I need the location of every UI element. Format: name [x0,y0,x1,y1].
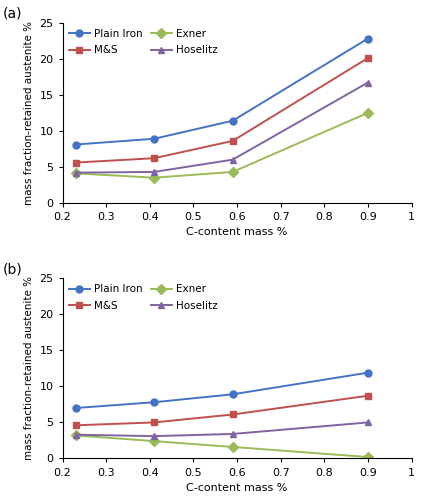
Line: M&S: M&S [72,392,371,429]
Line: Plain Iron: Plain Iron [72,369,371,412]
Exner [73,170,78,176]
Exner [73,432,78,438]
Plain Iron [365,36,371,42]
M&S [73,160,78,166]
Exner [151,174,157,180]
Line: Exner: Exner [72,432,371,460]
M&S [365,393,371,399]
Exner [230,444,235,450]
Plain Iron [73,405,78,411]
Plain Iron [230,118,235,124]
M&S [151,155,157,161]
Y-axis label: mass fraction-retained austenite %: mass fraction-retained austenite % [24,21,34,205]
M&S [365,55,371,61]
Hoselitz [73,170,78,175]
Line: Plain Iron: Plain Iron [72,35,371,148]
X-axis label: C-content mass %: C-content mass % [187,228,288,237]
Legend: Plain Iron, M&S, Exner, Hoselitz: Plain Iron, M&S, Exner, Hoselitz [66,26,221,58]
Hoselitz [365,80,371,86]
Exner [365,454,371,460]
Line: M&S: M&S [72,54,371,166]
Exner [151,438,157,444]
Text: (b): (b) [3,262,23,276]
Plain Iron [73,142,78,148]
M&S [230,138,235,144]
Line: Exner: Exner [72,110,371,181]
M&S [151,420,157,426]
Y-axis label: mass fraction-retained austenite %: mass fraction-retained austenite % [24,276,34,460]
Legend: Plain Iron, M&S, Exner, Hoselitz: Plain Iron, M&S, Exner, Hoselitz [66,282,221,314]
Hoselitz [151,169,157,175]
Text: (a): (a) [3,7,23,21]
Plain Iron [151,136,157,142]
Line: Hoselitz: Hoselitz [72,79,371,176]
Exner [230,169,235,175]
Hoselitz [73,432,78,438]
M&S [73,422,78,428]
Plain Iron [230,392,235,398]
Plain Iron [151,399,157,405]
Hoselitz [365,420,371,426]
Hoselitz [230,431,235,437]
Hoselitz [151,433,157,439]
Plain Iron [365,370,371,376]
Exner [365,110,371,116]
M&S [230,412,235,418]
Line: Hoselitz: Hoselitz [72,419,371,440]
Hoselitz [230,156,235,162]
X-axis label: C-content mass %: C-content mass % [187,483,288,493]
